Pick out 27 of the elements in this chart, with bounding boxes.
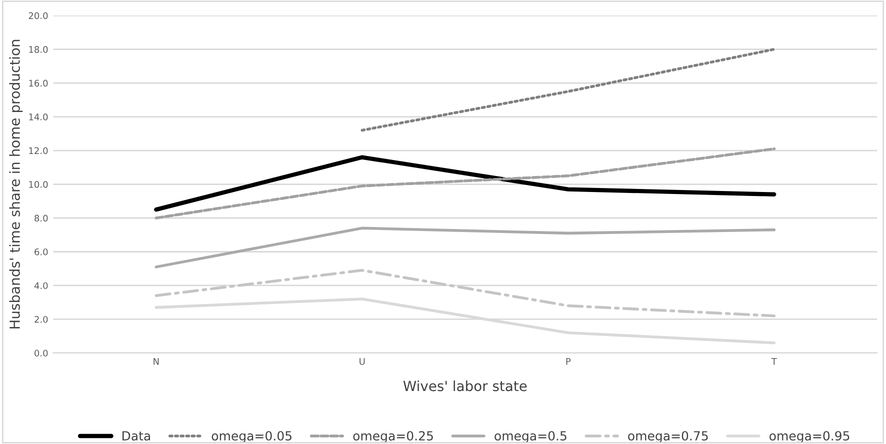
x-tick-label: U: [360, 358, 365, 365]
y-tick-label: 0.0: [34, 350, 48, 357]
x-tick-label: T: [771, 358, 777, 365]
legend-label: Data: [122, 431, 150, 441]
x-tick-label: P: [566, 358, 571, 365]
y-tick-label: 4.0: [34, 282, 48, 290]
x-tick-label: N: [154, 358, 159, 365]
y-tick-label: 2.0: [34, 316, 48, 323]
y-tick-label: 20.0: [28, 12, 48, 20]
line-series: [154, 155, 776, 212]
y-tick-label: 12.0: [29, 147, 48, 154]
legend-label: omega=0.25: [353, 431, 433, 443]
y-tick-label: 8.0: [34, 214, 48, 222]
y-axis-title: Husbands' time share in home production: [9, 40, 23, 328]
y-tick-label: 10.0: [29, 180, 48, 188]
legend-label: omega=0.05: [212, 431, 292, 443]
legend-label: omega=0.95: [770, 431, 850, 443]
y-tick-label: 14.0: [29, 114, 48, 120]
legend-label: omega=0.5: [494, 431, 566, 443]
y-tick-label: 18.0: [29, 46, 48, 53]
x-axis-title: Wives' labor state: [403, 380, 527, 392]
y-tick-label: 6.0: [34, 248, 48, 256]
line-series: [154, 147, 776, 220]
line-series: [154, 226, 776, 268]
y-tick-label: 16.0: [29, 80, 48, 87]
line-series: [154, 268, 776, 318]
legend-label: omega=0.75: [628, 431, 708, 443]
